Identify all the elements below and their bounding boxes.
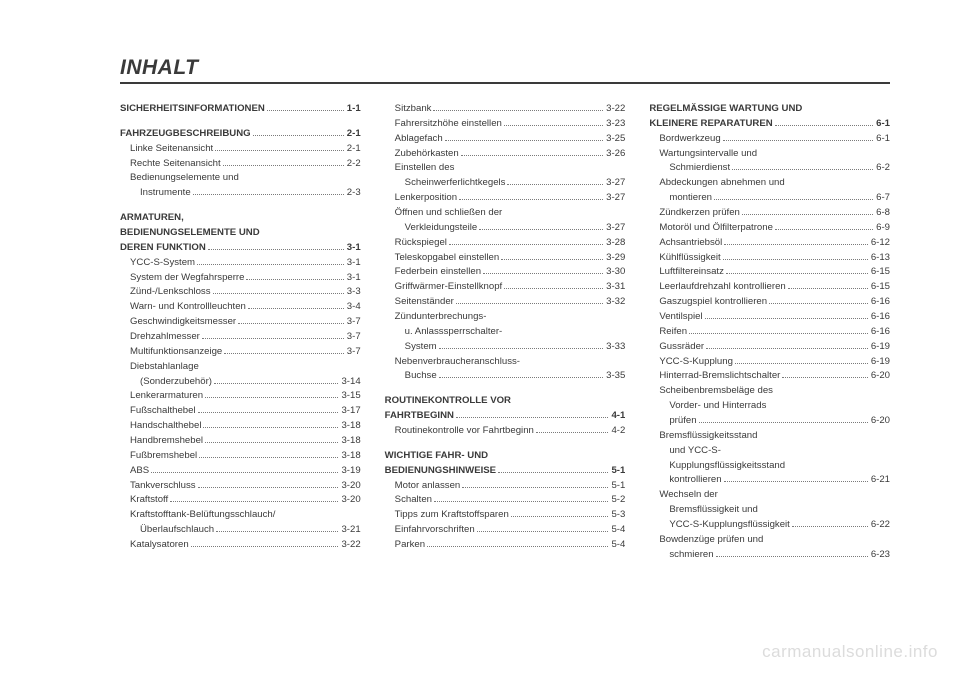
toc-entry: Fußschalthebel3-17 [120,404,361,419]
watermark: carmanualsonline.info [762,642,938,662]
toc-entry: Gussräder6-19 [649,340,890,355]
toc-entry: prüfen6-20 [649,414,890,429]
toc-entry: Öffnen und schließen der [385,206,626,221]
toc-entry: Geschwindigkeitsmesser3-7 [120,315,361,330]
toc-entry: Kupplungsflüssigkeitsstand [649,459,890,474]
toc-entry: u. Anlasssperrschalter- [385,325,626,340]
toc-entry: YCC-S-Kupplung6-19 [649,355,890,370]
toc-entry: Nebenverbraucheranschluss- [385,355,626,370]
toc-entry: Ventilspiel6-16 [649,310,890,325]
toc-entry: Zubehörkasten3-26 [385,147,626,162]
toc-entry: Wechseln der [649,488,890,503]
toc-entry: Bordwerkzeug6-1 [649,132,890,147]
section-head: FAHRTBEGINN4-1 [385,409,626,424]
toc-column-2: Sitzbank3-22 Fahrersitzhöhe einstellen3-… [385,102,626,563]
toc-entry: Zündunterbrechungs- [385,310,626,325]
toc-columns: SICHERHEITSINFORMATIONEN 1-1 FAHRZEUGBES… [120,102,890,563]
toc-entry: Tipps zum Kraftstoffsparen5-3 [385,508,626,523]
toc-entry: Handschalthebel3-18 [120,419,361,434]
toc-entry: Federbein einstellen3-30 [385,265,626,280]
toc-entry: Verkleidungsteile3-27 [385,221,626,236]
toc-entry: Rückspiegel3-28 [385,236,626,251]
toc-entry: Scheibenbremsbeläge des [649,384,890,399]
toc-entry: Hinterrad-Bremslichtschalter6-20 [649,369,890,384]
toc-entry: Motoröl und Ölfilterpatrone6-9 [649,221,890,236]
toc-entry: System3-33 [385,340,626,355]
toc-entry: Abdeckungen abnehmen und [649,176,890,191]
toc-entry: Handbremshebel3-18 [120,434,361,449]
section-head: BEDIENUNGSELEMENTE UND [120,226,361,241]
toc-entry: Bremsflüssigkeitsstand [649,429,890,444]
toc-entry: Griffwärmer-Einstellknopf3-31 [385,280,626,295]
toc-entry: Buchse3-35 [385,369,626,384]
toc-entry: Instrumente2-3 [120,186,361,201]
toc-entry: Diebstahlanlage [120,360,361,375]
toc-entry: Vorder- und Hinterrads [649,399,890,414]
toc-entry: Leerlaufdrehzahl kontrollieren6-15 [649,280,890,295]
section-head: WICHTIGE FAHR- UND [385,449,626,464]
toc-entry: Scheinwerferlichtkegels3-27 [385,176,626,191]
toc-entry: Multifunktionsanzeige3-7 [120,345,361,360]
toc-entry: Reifen6-16 [649,325,890,340]
toc-entry: kontrollieren6-21 [649,473,890,488]
toc-entry: System der Wegfahrsperre3-1 [120,271,361,286]
section-head: DEREN FUNKTION3-1 [120,241,361,256]
title-row: INHALT [120,56,890,80]
toc-entry: Lenkerarmaturen3-15 [120,389,361,404]
toc-entry: Wartungsintervalle und [649,147,890,162]
toc-entry: YCC-S-Kupplungsflüssigkeit6-22 [649,518,890,533]
toc-entry: Luftfiltereinsatz6-15 [649,265,890,280]
toc-entry: Katalysatoren3-22 [120,538,361,553]
toc-entry: und YCC-S- [649,444,890,459]
toc-entry: Drehzahlmesser3-7 [120,330,361,345]
toc-entry: Motor anlassen5-1 [385,479,626,494]
toc-entry: Bowdenzüge prüfen und [649,533,890,548]
toc-column-1: SICHERHEITSINFORMATIONEN 1-1 FAHRZEUGBES… [120,102,361,563]
toc-entry: Ablagefach3-25 [385,132,626,147]
section-head: FAHRZEUGBESCHREIBUNG 2-1 [120,127,361,142]
toc-entry: Kühlflüssigkeit6-13 [649,251,890,266]
toc-entry: Einstellen des [385,161,626,176]
toc-entry: Rechte Seitenansicht2-2 [120,157,361,172]
toc-entry: Seitenständer3-32 [385,295,626,310]
toc-entry: Fahrersitzhöhe einstellen3-23 [385,117,626,132]
toc-entry: Kraftstoff3-20 [120,493,361,508]
toc-entry: YCC-S-System3-1 [120,256,361,271]
toc-entry: schmieren6-23 [649,548,890,563]
section-head: ROUTINEKONTROLLE VOR [385,394,626,409]
toc-entry: ABS3-19 [120,464,361,479]
toc-entry: Parken5-4 [385,538,626,553]
toc-entry: Routinekontrolle vor Fahrtbeginn4-2 [385,424,626,439]
toc-entry: Linke Seitenansicht2-1 [120,142,361,157]
toc-entry: (Sonderzubehör)3-14 [120,375,361,390]
toc-entry: Achsantriebsöl6-12 [649,236,890,251]
toc-entry: Tankverschluss3-20 [120,479,361,494]
section-head: BEDIENUNGSHINWEISE5-1 [385,464,626,479]
toc-entry: Schmierdienst6-2 [649,161,890,176]
toc-entry: montieren6-7 [649,191,890,206]
toc-entry: Lenkerposition3-27 [385,191,626,206]
toc-entry: Kraftstofftank-Belüftungsschlauch/ [120,508,361,523]
toc-entry: Teleskopgabel einstellen3-29 [385,251,626,266]
title-rule [120,82,890,84]
toc-entry: Sitzbank3-22 [385,102,626,117]
section-head: KLEINERE REPARATUREN6-1 [649,117,890,132]
toc-entry: Gaszugspiel kontrollieren6-16 [649,295,890,310]
section-head: REGELMÄSSIGE WARTUNG UND [649,102,890,117]
toc-column-3: REGELMÄSSIGE WARTUNG UND KLEINERE REPARA… [649,102,890,563]
toc-entry: Bremsflüssigkeit und [649,503,890,518]
toc-entry: Warn- und Kontrollleuchten3-4 [120,300,361,315]
section-head: SICHERHEITSINFORMATIONEN 1-1 [120,102,361,117]
toc-entry: Zünd-/Lenkschloss3-3 [120,285,361,300]
toc-entry: Überlaufschlauch3-21 [120,523,361,538]
toc-entry: Einfahrvorschriften5-4 [385,523,626,538]
toc-entry: Schalten5-2 [385,493,626,508]
manual-page: INHALT SICHERHEITSINFORMATIONEN 1-1 FAHR… [0,0,960,678]
toc-entry: Zündkerzen prüfen6-8 [649,206,890,221]
toc-entry: Bedienungselemente und [120,171,361,186]
section-head: ARMATUREN, [120,211,361,226]
toc-entry: Fußbremshebel3-18 [120,449,361,464]
page-title: INHALT [120,56,198,80]
